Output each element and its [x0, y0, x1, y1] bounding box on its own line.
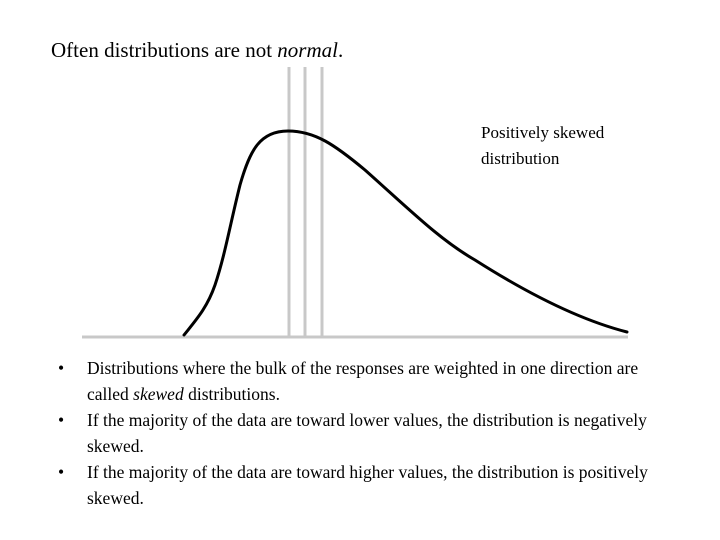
title-text: Often distributions are not — [51, 38, 278, 62]
bullet-marker: • — [58, 358, 65, 378]
bullet-text: If the majority of the data are toward h… — [87, 462, 648, 508]
bullet-marker: • — [58, 462, 65, 482]
bullet-text: If the majority of the data are toward l… — [87, 410, 647, 456]
bullet-text: Distributions where the bulk of the resp… — [87, 358, 639, 404]
title-emphasis: normal — [277, 38, 338, 62]
curve-label: Positively skewed distribution — [481, 120, 604, 172]
bullet-item: • If the majority of the data are toward… — [58, 407, 678, 459]
skewed-curve — [182, 129, 629, 337]
bullet-item: • Distributions where the bulk of the re… — [58, 355, 678, 407]
bullet-marker: • — [58, 410, 65, 430]
bullet-list: • Distributions where the bulk of the re… — [58, 355, 678, 511]
curve-label-line2: distribution — [481, 149, 560, 168]
bullet-text-end: distributions. — [183, 384, 280, 404]
bullet-item: • If the majority of the data are toward… — [58, 459, 678, 511]
curve-label-line1: Positively skewed — [481, 123, 605, 142]
slide-title: Often distributions are not normal. — [51, 38, 343, 63]
bullet-emphasis: skewed — [133, 384, 184, 404]
title-period: . — [337, 38, 344, 62]
